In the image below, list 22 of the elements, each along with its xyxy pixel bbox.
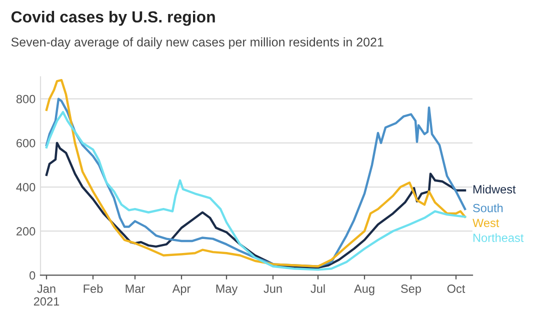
x-tick-label: Jan 2021 — [34, 284, 60, 306]
x-tick-label: Aug — [354, 284, 374, 296]
line-series — [45, 142, 466, 269]
series-label: South — [473, 204, 503, 212]
series-label: Midwest — [473, 184, 516, 194]
y-tick-label: 0 — [30, 271, 36, 280]
x-tick-label: Jun — [264, 284, 282, 293]
chart-title: Covid cases by U.S. region — [11, 10, 215, 26]
x-tick-label: Mar — [126, 284, 145, 293]
x-tick-label: Apr — [172, 284, 190, 296]
chart-subtitle: Seven-day average of daily new cases per million residents in 2021 — [11, 37, 384, 49]
y-tick-label: 200 — [16, 227, 36, 236]
x-tick-label: May — [216, 284, 238, 296]
x-tick-label: Feb — [84, 284, 103, 293]
series-label: Northeast — [473, 233, 524, 242]
y-tick-label: 800 — [16, 94, 36, 104]
y-tick-label: 400 — [16, 183, 36, 192]
x-tick-label: Sep — [401, 284, 422, 296]
y-tick-label: 600 — [16, 138, 36, 148]
series-label: West — [472, 218, 500, 228]
x-tick-label: Jul — [310, 284, 325, 293]
x-tick-label: Oct — [447, 284, 466, 293]
